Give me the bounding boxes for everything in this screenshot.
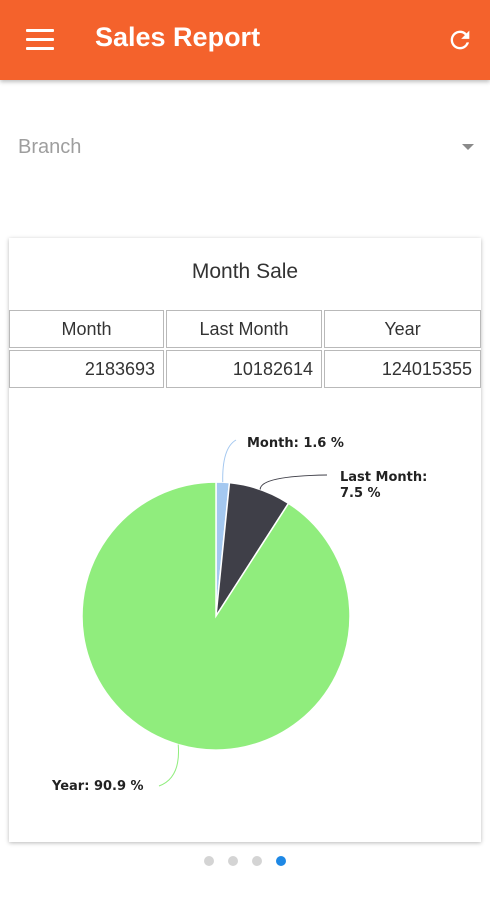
month-sale-card: Month Sale Month Last Month Year 2183693… xyxy=(9,238,481,842)
slice-connector-line xyxy=(259,474,328,490)
table-header-year: Year xyxy=(324,310,481,348)
slice-label-month: Month: 1.6 % xyxy=(247,436,344,451)
page-dot-1[interactable] xyxy=(204,856,214,866)
table-header-last-month: Last Month xyxy=(166,310,322,348)
page-indicator xyxy=(0,856,490,866)
pie-chart: Month: 1.6 % Last Month: 7.5 % Year: 90.… xyxy=(9,388,481,838)
slice-connector-line xyxy=(158,744,180,787)
table-cell-year: 124015355 xyxy=(324,350,481,388)
table-row: 2183693 10182614 124015355 xyxy=(9,350,481,390)
slice-connector-line xyxy=(222,439,237,483)
page-dot-4[interactable] xyxy=(276,856,286,866)
branch-dropdown[interactable]: Branch xyxy=(8,118,482,174)
pie-slice-year xyxy=(81,481,351,751)
refresh-icon[interactable] xyxy=(446,26,474,54)
table-cell-last-month: 10182614 xyxy=(166,350,322,388)
table-header-row: Month Last Month Year xyxy=(9,310,481,350)
hamburger-menu-icon[interactable] xyxy=(26,29,54,51)
card-title: Month Sale xyxy=(191,260,299,283)
app-bar: Sales Report xyxy=(0,0,490,80)
branch-dropdown-label: Branch xyxy=(18,136,82,158)
table-cell-month: 2183693 xyxy=(9,350,164,388)
pie-chart-svg xyxy=(81,439,351,787)
slice-label-year: Year: 90.9 % xyxy=(52,779,144,794)
page-dot-2[interactable] xyxy=(228,856,238,866)
table-header-month: Month xyxy=(9,310,164,348)
page-dot-3[interactable] xyxy=(252,856,262,866)
slice-label-last-month: Last Month: 7.5 % xyxy=(340,470,428,501)
page-title: Sales Report xyxy=(95,22,261,52)
dropdown-caret-icon xyxy=(462,144,474,150)
sales-table: Month Last Month Year 2183693 10182614 1… xyxy=(9,310,481,390)
